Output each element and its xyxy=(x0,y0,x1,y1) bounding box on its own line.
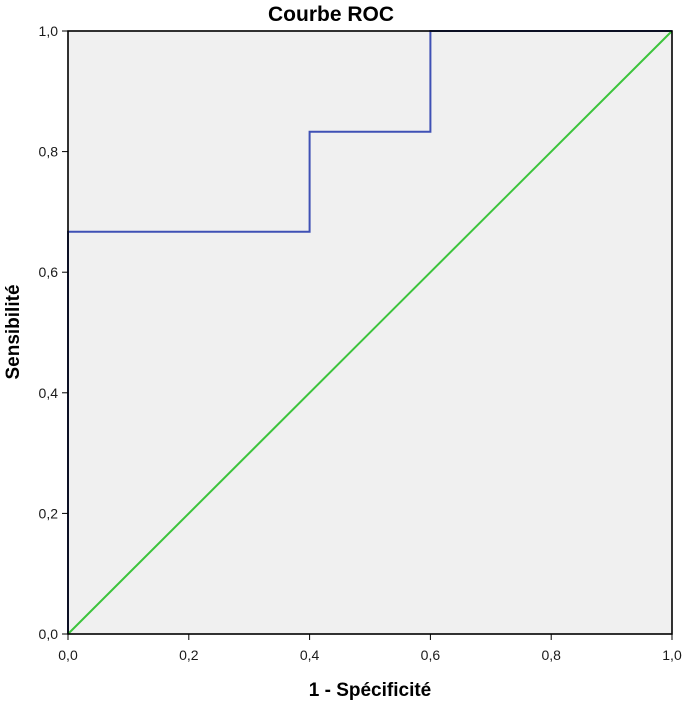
chart-title: Courbe ROC xyxy=(268,3,394,26)
y-tick-label: 1,0 xyxy=(39,23,59,39)
y-tick-label: 0,0 xyxy=(39,626,59,642)
y-tick-label: 0,8 xyxy=(39,144,59,160)
x-tick-label: 0,6 xyxy=(421,647,441,663)
y-tick-label: 0,6 xyxy=(39,264,59,280)
x-tick-label: 0,8 xyxy=(541,647,561,663)
y-axis-label: Sensibilité xyxy=(3,284,24,379)
y-tick-label: 0,2 xyxy=(39,505,59,521)
x-tick-label: 0,4 xyxy=(300,647,320,663)
x-tick-label: 0,2 xyxy=(179,647,199,663)
x-axis-label: 1 - Spécificité xyxy=(309,680,432,701)
axis-ticks: 0,0 0,2 0,4 0,6 0,8 1,0 0,0 0,2 0,4 0,6 0,8 1,0 xyxy=(39,23,682,663)
plot-frame xyxy=(67,30,673,635)
x-tick-label: 1,0 xyxy=(662,647,682,663)
y-tick-label: 0,4 xyxy=(39,385,59,401)
x-tick-label: 0,0 xyxy=(58,647,78,663)
reference-diagonal-line xyxy=(67,30,673,635)
